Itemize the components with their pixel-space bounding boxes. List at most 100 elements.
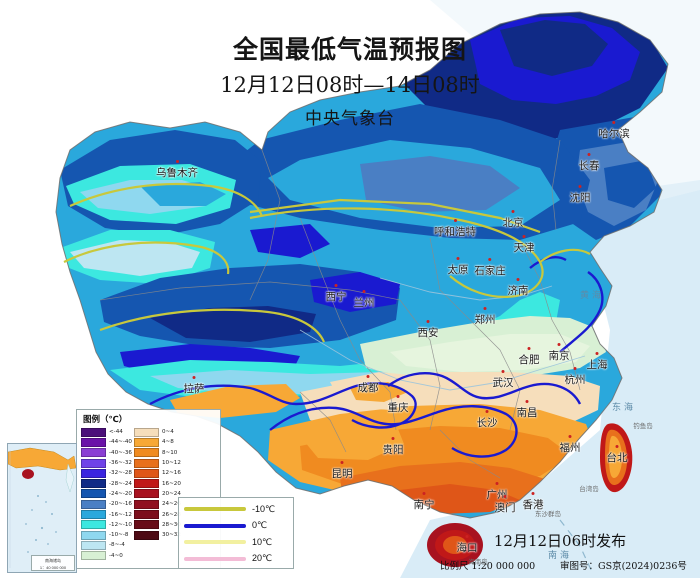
legend-row: -40~-36 [81, 448, 132, 458]
legend-row: 12~16 [133, 468, 181, 478]
city-label: 哈尔滨 [598, 121, 630, 141]
legend-row: -8~-4 [81, 540, 132, 550]
legend-swatch [81, 458, 106, 468]
legend-range-label: 24~26 [161, 501, 181, 508]
city-label: 呼和浩特 [434, 219, 476, 239]
city-label: 贵阳 [383, 437, 404, 457]
legend-swatch [133, 510, 159, 520]
city-label: 济南 [508, 278, 529, 298]
city-marker-dot [175, 160, 179, 163]
legend-swatch [133, 479, 159, 489]
city-marker-dot [422, 492, 426, 495]
city-label: 合肥 [519, 347, 540, 367]
legend-range-label: -12~-10 [109, 521, 132, 528]
city-marker-dot [531, 492, 535, 495]
city-label: 石家庄 [474, 258, 506, 278]
rivers [299, 277, 586, 391]
legend-row: 8~10 [133, 448, 181, 458]
legend-range-label: -36~-32 [109, 460, 132, 467]
legend-range-label: 26~28 [161, 511, 181, 518]
city-marker-dot [192, 376, 196, 379]
legend-warm-column: 0~4 4~8 8~10 10~12 12~16 16~20 20~24 24~26 26~28… [133, 427, 181, 561]
city-label: 郑州 [475, 307, 496, 327]
legend-range-label: <-44 [109, 429, 123, 436]
legend-row: 0~4 [133, 427, 181, 437]
legend-swatch [133, 458, 159, 468]
legend-range-label: -40~-36 [109, 449, 132, 456]
legend-swatch [81, 530, 106, 540]
legend-row: -12~-10 [81, 520, 132, 530]
legend-swatch [81, 540, 106, 550]
city-marker-dot [503, 495, 507, 498]
inset-scale: 南海诸岛 1：40 000 000 [31, 555, 75, 571]
page-title: 全国最低气温预报图 [232, 35, 467, 64]
isotherm-0c [149, 256, 604, 458]
legend-swatch [81, 551, 106, 561]
city-label: 澳门 [495, 495, 516, 515]
sea-label: 东海 [611, 402, 637, 412]
legend-row: -24~-20 [81, 489, 132, 499]
inset-scale-title: 南海诸岛 [45, 558, 61, 563]
city-label: 天津 [514, 235, 535, 255]
city-marker-dot [573, 367, 577, 370]
legend-range-label: 10~12 [161, 460, 181, 467]
legend-range-label: 28~30 [161, 521, 181, 528]
city-marker-dot [396, 395, 400, 398]
isotherm-legend-row: 10℃ [184, 534, 288, 551]
legend-row: 24~26 [133, 499, 181, 509]
isotherm-legend-line [184, 540, 246, 545]
publish-time: 12月12日06时发布 [493, 532, 627, 550]
city-marker-dot [366, 375, 370, 378]
approval-number: 审图号：GS京(2024)0236号 [560, 561, 687, 572]
island-label: 钓鱼岛 [633, 423, 653, 430]
legend-range-label: 12~16 [161, 470, 181, 477]
legend-row: 10~12 [133, 458, 181, 468]
legend-row: -16~-12 [81, 509, 132, 520]
issuing-organization: 中央气象台 [305, 108, 395, 129]
city-marker-dot [578, 185, 582, 188]
city-label: 成都 [358, 375, 379, 395]
isotherm-legend-label: -10℃ [252, 503, 276, 514]
city-marker-dot [362, 290, 366, 293]
city-label: 沈阳 [570, 185, 591, 205]
legend-range-label: 0~4 [161, 429, 174, 436]
legend-swatch [81, 479, 106, 489]
city-marker-dot [340, 461, 344, 464]
city-label: 西宁 [326, 284, 347, 304]
isotherm-legend-row: 20℃ [184, 551, 288, 568]
city-label: 长沙 [477, 410, 498, 430]
city-marker-dot [587, 153, 591, 156]
legend-range-label: -8~-4 [109, 542, 125, 549]
island-label: 东沙群岛 [535, 511, 561, 518]
city-label: 海口 [457, 535, 478, 555]
legend-swatch [81, 510, 106, 520]
legend-range-label: -44~-40 [109, 439, 132, 446]
city-label: 重庆 [388, 395, 409, 415]
legend-swatch [133, 437, 159, 447]
city-marker-dot [516, 278, 520, 281]
legend-swatch [133, 520, 159, 530]
legend-range-label: -10~-8 [109, 532, 129, 539]
city-label: 西安 [418, 320, 439, 340]
legend-swatch [81, 468, 106, 478]
legend-range-label: -4~0 [109, 552, 123, 559]
city-marker-dot [483, 307, 487, 310]
isotherm-legend-line [184, 523, 246, 528]
legend-row: 28~30 [133, 520, 181, 530]
isotherm-legend-label: 10℃ [252, 536, 273, 547]
city-label: 太原 [448, 257, 469, 277]
inset-scale-value: 1：40 000 000 [39, 565, 67, 570]
city-label: 南昌 [517, 400, 538, 420]
legend-row: 4~8 [133, 437, 181, 447]
city-marker-dot [527, 347, 531, 350]
isotherm-legend-line [184, 507, 246, 512]
city-label: 广州 [487, 482, 508, 502]
legend-row: -10~-8 [81, 530, 132, 540]
city-marker-dot [426, 320, 430, 323]
south-china-sea-inset: 南海诸岛 1：40 000 000 [7, 443, 77, 573]
isotherm-legend-row: -10℃ [184, 501, 288, 518]
city-label: 乌鲁木齐 [156, 160, 198, 180]
legend-swatch [133, 489, 159, 499]
legend-swatch [81, 437, 106, 447]
